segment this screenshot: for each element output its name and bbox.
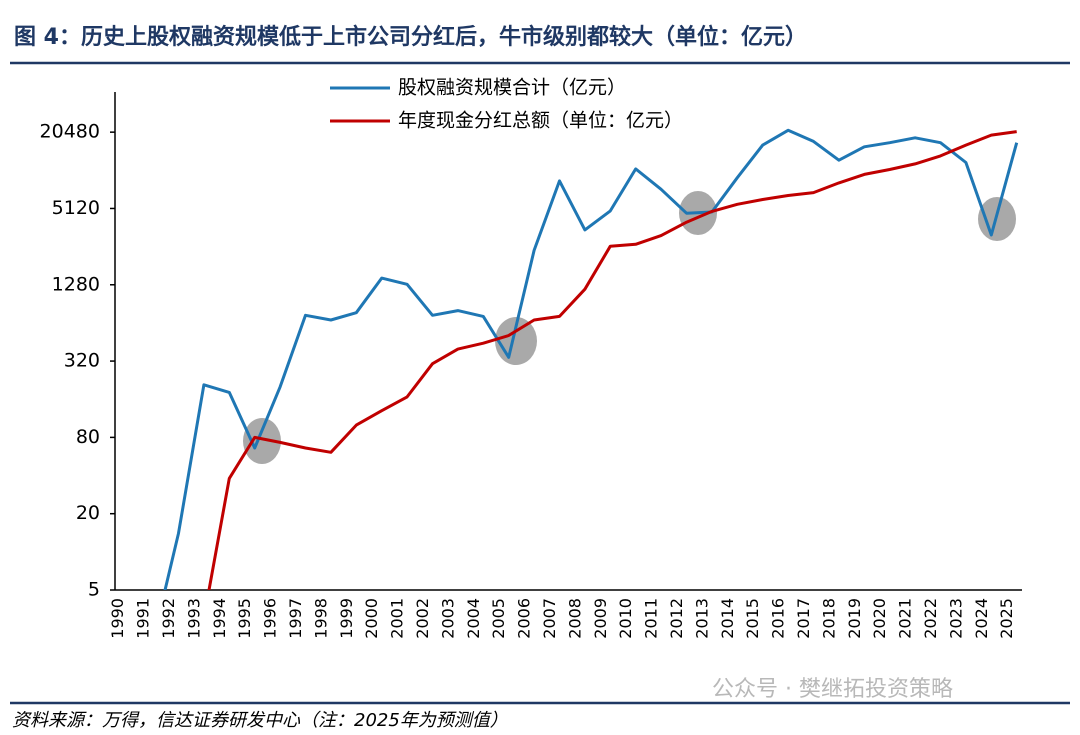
x-tick-label: 2022 — [921, 598, 940, 639]
x-tick-label: 1998 — [311, 598, 330, 639]
x-tick-label: 2008 — [565, 598, 584, 639]
x-tick-label: 2024 — [972, 598, 991, 639]
x-tick-label: 1990 — [108, 598, 127, 639]
x-tick-label: 2023 — [946, 598, 965, 639]
y-tick-label: 20 — [76, 502, 100, 524]
x-tick-label: 2017 — [794, 598, 813, 639]
x-tick-label: 2005 — [489, 598, 508, 639]
x-tick-label: 2014 — [718, 598, 737, 639]
plot-area — [163, 128, 1019, 590]
x-tick-label: 2019 — [845, 598, 864, 639]
x-tick-label: 1992 — [159, 598, 178, 639]
x-tick-label: 1996 — [261, 598, 280, 639]
x-tick-label: 1994 — [210, 598, 229, 639]
x-tick-label: 2003 — [438, 598, 457, 639]
x-tick-label: 1993 — [184, 598, 203, 639]
x-tick-label: 2016 — [769, 598, 788, 639]
watermark: 公众号 · 樊继拓投资策略 — [712, 677, 953, 702]
x-tick-label: 1995 — [235, 598, 254, 639]
y-tick-label: 320 — [64, 350, 100, 372]
x-tick-label: 2009 — [591, 598, 610, 639]
x-tick-label: 2001 — [388, 598, 407, 639]
x-tick-label: 2021 — [896, 598, 915, 639]
source-note: 资料来源：万得，信达证券研发中心（注：2025年为预测值） — [12, 710, 508, 731]
x-tick-label: 2018 — [819, 598, 838, 639]
series-line — [163, 128, 1019, 590]
x-tick-label: 2007 — [540, 598, 559, 639]
x-tick-label: 2000 — [362, 598, 381, 639]
x-tick-label: 2012 — [667, 598, 686, 639]
legend-label: 股权融资规模合计（亿元） — [398, 77, 626, 99]
x-tick-label: 2011 — [642, 598, 661, 639]
y-tick-label: 1280 — [52, 273, 100, 295]
legend-label: 年度现金分红总额（单位：亿元） — [398, 110, 683, 132]
x-tick-label: 2010 — [616, 598, 635, 639]
x-tick-label: 2015 — [743, 598, 762, 639]
x-tick-label: 2006 — [515, 598, 534, 639]
series-line — [207, 130, 1017, 590]
x-tick-label: 1997 — [286, 598, 305, 639]
y-tick-label: 20480 — [40, 121, 100, 143]
x-tick-label: 1991 — [134, 598, 153, 639]
y-tick-label: 5120 — [52, 197, 100, 219]
x-tick-label: 2004 — [464, 598, 483, 639]
x-tick-label: 1999 — [337, 598, 356, 639]
x-tick-label: 2013 — [692, 598, 711, 639]
x-tick-label: 2025 — [997, 598, 1016, 639]
x-tick-label: 2002 — [413, 598, 432, 639]
chart-title: 图 4：历史上股权融资规模低于上市公司分红后，牛市级别都较大（单位：亿元） — [14, 24, 807, 50]
y-tick-label: 5 — [88, 579, 100, 601]
highlight-ellipse — [243, 418, 281, 464]
x-tick-label: 2020 — [870, 598, 889, 639]
y-tick-label: 80 — [76, 426, 100, 448]
